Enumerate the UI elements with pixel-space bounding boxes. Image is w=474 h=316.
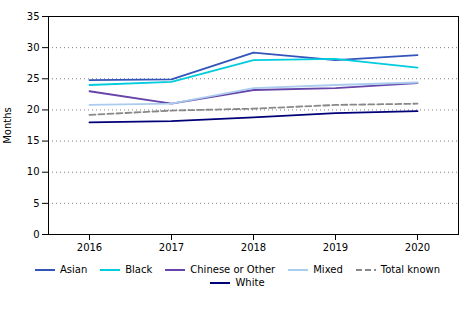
html-text:Total known: Total known (380, 264, 441, 275)
svg-text:10: 10 (27, 166, 40, 177)
html-text:Mixed: Mixed (313, 264, 343, 275)
html-text:Asian: Asian (59, 264, 88, 275)
svg-text:2018: 2018 (241, 242, 266, 253)
svg-text:15: 15 (27, 135, 40, 146)
svg-text:2016: 2016 (77, 242, 102, 253)
svg-text:35: 35 (27, 11, 40, 22)
html-text:White: White (235, 277, 265, 288)
svg-text:2017: 2017 (159, 242, 184, 253)
svg-text:2020: 2020 (405, 242, 430, 253)
svg-text:5: 5 (33, 198, 39, 209)
svg-text:0: 0 (33, 229, 39, 240)
svg-text:30: 30 (27, 42, 40, 53)
svg-text:20: 20 (27, 104, 40, 115)
svg-text:2019: 2019 (323, 242, 348, 253)
html-text:Chinese or Other: Chinese or Other (190, 264, 276, 275)
html-text:Black: Black (125, 264, 153, 275)
svg-text:25: 25 (27, 73, 40, 84)
svg-text:Months: Months (2, 107, 13, 144)
